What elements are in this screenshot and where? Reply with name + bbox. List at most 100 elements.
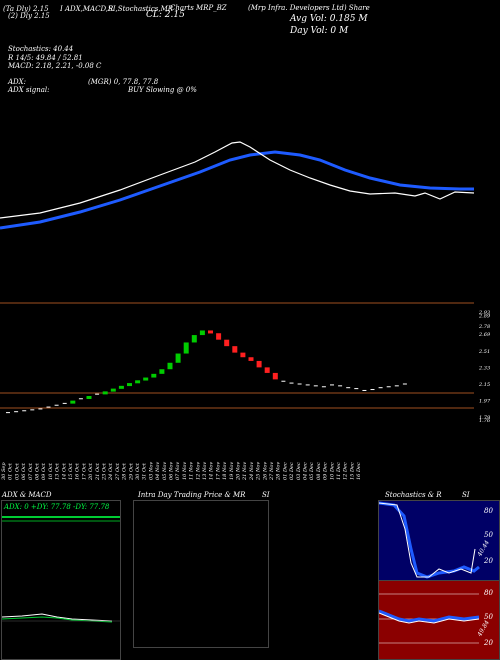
date-tick-label: 14 Oct [61,462,67,480]
date-tick-label: 28 Nov [276,462,282,481]
candle [110,388,116,392]
candle [159,369,165,374]
macd-line [2,613,113,622]
stoch-level-80: 80 [484,507,493,515]
date-tick-label: 06 Nov [169,462,175,480]
price-tick-label: 1.97 [479,399,491,405]
moving-average-white-line [0,141,475,219]
candle [248,357,254,361]
top-left-label-2: (2) Dly 2.15 [8,12,50,20]
price-tick-label: 2.89 [478,314,491,320]
candle [256,360,262,368]
date-tick-label: 16 Oct [75,462,81,480]
date-tick-label: 11 Dec [336,462,342,480]
date-tick-label: 18 Nov [222,462,228,480]
rsi-signal-line [379,612,480,624]
candle [191,335,197,343]
stoch-rsi-label: SI,Stochastics,MR [108,5,174,13]
date-tick-label: 07 Oct [28,462,34,480]
intraday-si-label: SI [262,491,270,499]
stoch-panel-title: Stochastics & R [385,491,442,499]
candle [102,391,108,395]
price-tick-label: 2.51 [478,349,490,355]
date-tick-label: 12 Dec [343,462,349,480]
adx-readout: ADX: 0 +DY: 77.78 -DY: 77.78 [4,503,110,511]
price-tick-label: 1.79 [479,415,491,421]
date-tick-label: 14 Nov [209,462,215,480]
candle [232,346,238,353]
price-tick-label: 1.76 [479,418,491,424]
stoch-level-20: 20 [484,557,493,565]
date-tick-label: 17 Nov [215,462,221,480]
date-tick-label: 16 Dec [356,462,362,480]
date-tick-label: 03 Oct [14,462,20,480]
stoch-k-line [379,501,480,579]
candle [240,352,246,358]
date-tick-label: 03 Nov [148,462,154,480]
candle [143,377,149,381]
candle [70,400,76,404]
date-tick-label: 01 Oct [8,462,14,480]
candle [216,333,222,340]
indicator-list: I ADX,MACD,R [60,5,114,13]
rsi-level-50: 50 [484,613,493,621]
date-tick-label: 12 Nov [195,462,201,480]
date-tick-label: 06 Oct [21,462,27,480]
date-tick-label: 04 Nov [155,462,161,480]
price-tick-label: 2.93 [478,310,490,316]
date-tick-label: 30 Sep [1,462,7,480]
date-tick-label: 09 Oct [41,462,47,480]
candle [175,353,181,363]
date-tick-label: 03 Dec [296,462,302,480]
date-tick-label: 27 Nov [269,462,275,481]
main-chart: 2.932.89 2.78 2.69 2.51 2.33 2.15 1.97 1.791.76… [0,141,491,481]
macd-value: MACD: 2.18, 2.21, -0.08 C [8,62,102,70]
candle [151,373,157,378]
date-tick-label: 02 Dec [289,462,295,480]
candle [224,339,230,347]
avg-vol: Avg Vol: 0.185 M [290,14,368,24]
stochastics-chart [379,501,480,579]
date-tick-label: 01 Dec [282,462,288,480]
stoch-si-label: SI [462,491,470,499]
stoch-level-50: 50 [484,531,493,539]
adx-chart [2,516,120,623]
date-tick-label: 29 Oct [128,462,134,481]
price-tick-label: 2.78 [478,324,490,330]
price-tick-label: 2.69 [478,332,491,338]
adx-values: (MGR) 0, 77.8, 77.8 [88,78,159,86]
date-tick-label: 13 Oct [55,462,61,480]
price-tick-label: 2.15 [478,382,490,388]
date-tick-label: 23 Oct [102,462,108,481]
intraday-panel-title: Intra Day Trading Price & MR [138,491,246,499]
date-tick-label: 26 Nov [262,462,268,481]
date-tick-label: 19 Nov [229,462,235,480]
date-axis: 30 Sep 01 Oct 03 Oct 06 Oct 07 Oct 08 Oct 09 O… [1,462,362,481]
date-tick-label: 13 Nov [202,462,208,480]
rsi-chart [379,593,480,644]
buy-slowing: BUY Slowing @ 0% [128,86,197,94]
date-tick-label: 27 Oct [115,462,121,481]
rsi-level-20: 20 [484,639,493,647]
date-tick-label: 10 Oct [48,462,54,480]
date-tick-label: 15 Dec [349,462,355,480]
r-value: R 14/5: 49.84 / 52.81 [8,54,83,62]
intraday-panel [133,500,269,648]
date-tick-label: 10 Dec [329,462,335,480]
date-tick-label: 05 Nov [162,462,168,480]
stochastics-panel: 80 50 20 40.44 [378,500,500,582]
stoch-d-line [379,502,476,578]
rsi-main-line [379,609,480,623]
close-label: CL: 2.15 [146,10,185,20]
candle [86,396,92,399]
candle [264,367,270,373]
date-tick-label: 28 Oct [122,462,128,481]
date-tick-label: 24 Nov [249,462,255,481]
candlestick-series [6,330,407,414]
date-tick-label: 21 Oct [95,462,101,481]
top-left-label: (Ta Dly) 2.15 [3,5,49,13]
stochastics-value: Stochastics: 40.44 [8,45,74,53]
date-tick-label: 24 Oct [108,462,114,481]
adx-macd-panel: ADX: 0 +DY: 77.78 -DY: 77.78 [1,500,121,660]
price-axis: 2.932.89 2.78 2.69 2.51 2.33 2.15 1.97 1.791.76 [478,310,491,424]
